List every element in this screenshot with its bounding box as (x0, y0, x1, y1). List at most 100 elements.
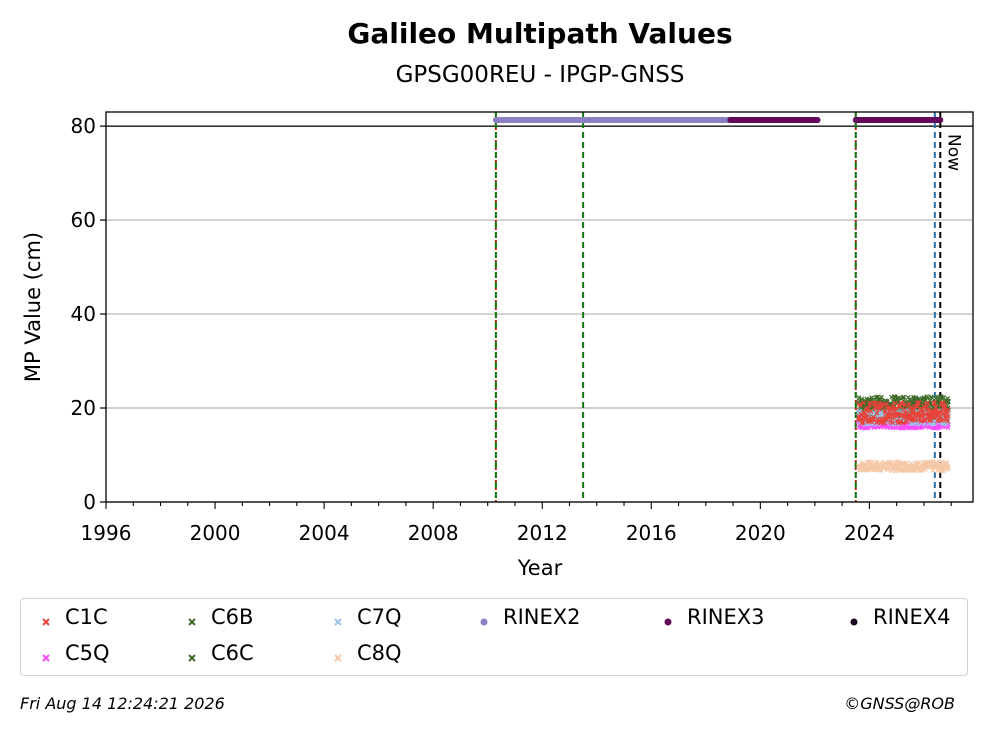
reference-lines (494, 112, 942, 502)
data-point (932, 401, 937, 407)
legend-label: C5Q (65, 641, 110, 665)
x-tick-label: 2004 (299, 521, 350, 545)
data-point (860, 419, 866, 425)
legend-item-rinex4: RINEX4 (847, 605, 951, 629)
legend-label: RINEX2 (503, 605, 581, 629)
data-point (900, 420, 906, 426)
data-point (895, 411, 900, 417)
data-point (945, 418, 951, 424)
legend-item-c6b: C6B (185, 605, 253, 629)
data-point (860, 400, 866, 406)
legend-label: C6B (211, 605, 254, 629)
x-tick-label: 1996 (81, 521, 132, 545)
data-point (871, 414, 877, 420)
timestamp: Fri Aug 14 12:24:21 2026 (20, 694, 225, 713)
data-point (925, 400, 930, 406)
data-point (874, 410, 880, 416)
legend-item-c6c: C6C (185, 641, 254, 665)
y-tick-label: 0 (83, 490, 96, 514)
data-point (879, 394, 884, 400)
data-point (946, 464, 951, 470)
data-point (892, 400, 898, 406)
data-point (885, 467, 891, 473)
data-point (867, 400, 873, 406)
data-point (900, 401, 906, 407)
x-tick-label: 2020 (735, 521, 786, 545)
data-point (946, 413, 951, 419)
data-point (868, 408, 874, 414)
legend-marker (39, 610, 53, 626)
data-point (916, 400, 922, 406)
x-tick-label: 2012 (517, 521, 568, 545)
data-point (884, 401, 890, 407)
data-point (893, 406, 899, 412)
data-point (915, 403, 921, 409)
x-tick-label: 2000 (190, 521, 241, 545)
x-tick-label: 2024 (844, 521, 895, 545)
legend-label: C6C (211, 641, 254, 665)
data-point (879, 404, 885, 410)
data-marks (492, 116, 951, 474)
y-tick-label: 80 (71, 114, 96, 138)
data-point (876, 406, 882, 412)
legend-marker (847, 610, 861, 626)
x-axis-ticks: 1996 2000 2004 2008 2012 2016 2020 2024 (81, 502, 952, 545)
data-point (933, 414, 939, 420)
y-tick-label: 20 (71, 396, 96, 420)
data-point (914, 400, 920, 406)
data-point (930, 467, 936, 473)
data-point (933, 404, 939, 410)
data-point (918, 413, 924, 419)
legend-item-c7q: C7Q (331, 605, 402, 629)
data-point (904, 419, 909, 425)
legend-item-rinex3: RINEX3 (661, 605, 765, 629)
legend: C1C C5Q C6B C6C C7Q C8Q RINEX2 RINEX3 RINEX4 (20, 598, 968, 676)
y-axis-label: MP Value (cm) (21, 232, 45, 382)
data-point (929, 395, 935, 401)
legend-item-c1c: C1C (39, 605, 108, 629)
data-point (856, 395, 862, 401)
data-point (944, 460, 950, 466)
x-tick-label: 2008 (408, 521, 459, 545)
data-point (924, 404, 930, 410)
y-tick-label: 60 (71, 208, 96, 232)
legend-item-rinex2: RINEX2 (477, 605, 581, 629)
legend-marker (185, 646, 199, 662)
multipath-chart: Galileo Multipath Values GPSG00REU - IPG… (21, 17, 974, 580)
data-point (907, 405, 913, 411)
plot-frame (105, 111, 974, 503)
data-point (889, 411, 895, 417)
legend-marker (331, 646, 345, 662)
data-point (906, 401, 912, 407)
legend-label: C7Q (357, 605, 402, 629)
legend-label: C1C (65, 605, 108, 629)
legend-label: C8Q (357, 641, 402, 665)
legend-item-c5q: C5Q (39, 641, 110, 665)
legend-label: RINEX3 (687, 605, 765, 629)
y-tick-label: 40 (71, 302, 96, 326)
data-point (901, 394, 907, 400)
data-point (890, 420, 896, 426)
data-point (942, 402, 948, 408)
x-axis-label: Year (517, 556, 563, 580)
data-point (945, 398, 951, 404)
legend-marker (39, 646, 53, 662)
chart-title: Galileo Multipath Values (347, 17, 732, 50)
grid-lines (106, 125, 973, 503)
legend-item-c8q: C8Q (331, 641, 402, 665)
data-point (901, 414, 907, 420)
credit: ©GNSS@ROB (844, 694, 955, 713)
now-label: Now (943, 134, 963, 171)
series-c1c (856, 400, 951, 426)
data-point (904, 460, 910, 466)
data-point (911, 407, 916, 413)
x-tick-label: 2016 (626, 521, 677, 545)
legend-marker (477, 610, 491, 626)
data-point (912, 417, 918, 423)
data-point (945, 407, 951, 413)
legend-marker (661, 610, 675, 626)
data-point (940, 411, 946, 417)
legend-label: RINEX4 (873, 605, 951, 629)
y-axis-ticks: 0 20 40 60 80 (71, 114, 106, 514)
series-c8q (856, 459, 951, 474)
